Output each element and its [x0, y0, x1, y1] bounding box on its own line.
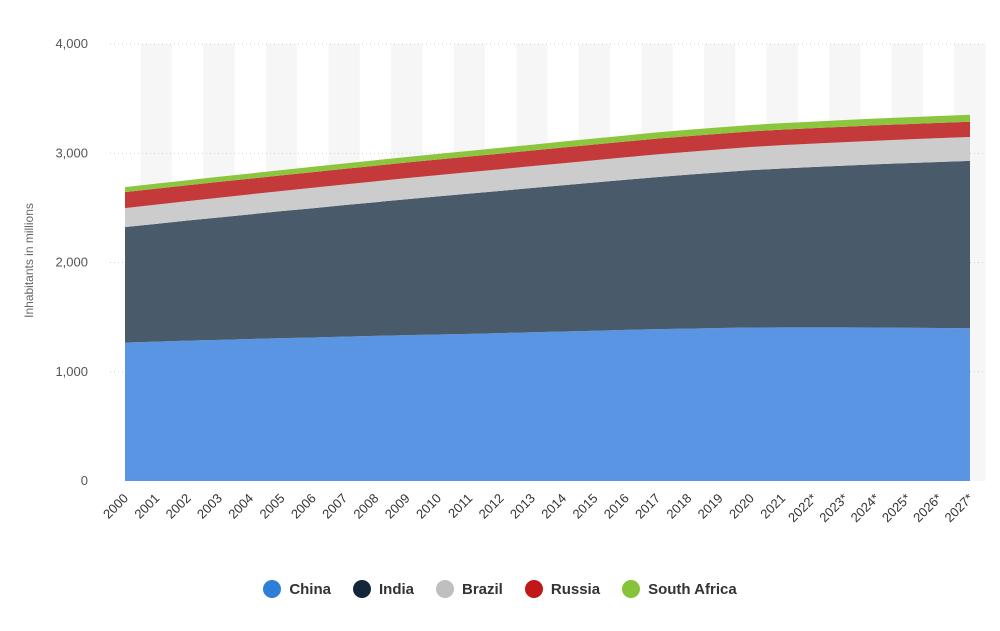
legend-label: Brazil: [462, 580, 503, 598]
area-india[interactable]: [125, 160, 970, 343]
legend-item-china[interactable]: China: [263, 580, 331, 598]
x-tick-label: 2012: [476, 491, 507, 522]
x-tick-label: 2008: [350, 491, 381, 522]
legend-swatch-china: [263, 580, 282, 598]
legend-swatch-brazil: [436, 580, 454, 598]
legend-swatch-south-africa: [622, 580, 641, 598]
x-tick-label: 2019: [695, 491, 726, 522]
legend-label: China: [289, 580, 331, 598]
x-tick-label: 2010: [413, 491, 444, 522]
legend-swatch-russia: [524, 580, 543, 598]
legend-label: India: [378, 580, 414, 598]
x-tick-label: 2015: [570, 491, 601, 522]
x-tick-label: 2016: [601, 491, 632, 522]
area-china[interactable]: [125, 327, 970, 481]
x-tick-label: 2023*: [816, 491, 851, 526]
series-areas: [125, 114, 970, 481]
x-tick-label: 2004: [225, 491, 256, 522]
y-tick-label: 3,000: [55, 145, 88, 160]
area-brazil[interactable]: [125, 136, 970, 228]
x-tick-label: 2017: [632, 491, 663, 522]
x-tick-label: 2021: [757, 491, 788, 522]
x-tick-label: 2027*: [941, 491, 976, 526]
x-tick-label: 2005: [257, 491, 288, 522]
legend-label: Russia: [550, 580, 601, 598]
x-tick-label: 2025*: [879, 491, 914, 526]
y-tick-label: 2,000: [55, 255, 88, 270]
x-tick-label: 2020: [726, 491, 757, 522]
x-tick-label: 2000: [100, 491, 131, 522]
x-tick-label: 2011: [445, 491, 475, 521]
x-tick-label: 2007: [319, 491, 350, 522]
x-tick-label: 2018: [663, 491, 694, 522]
y-tick-label: 0: [81, 473, 88, 488]
x-axis: 2000 2001 2002 2003 2004 2005 2006 2007 2008 2009…: [100, 491, 976, 526]
area-russia[interactable]: [125, 121, 970, 209]
legend-item-russia[interactable]: Russia: [524, 580, 601, 598]
x-tick-label: 2003: [194, 491, 225, 522]
x-tick-label: 2002: [163, 491, 194, 522]
legend-item-india[interactable]: India: [352, 580, 414, 598]
area-south-africa[interactable]: [125, 114, 970, 193]
y-tick-label: 4,000: [55, 36, 88, 51]
legend-swatch-india: [352, 580, 371, 598]
legend-item-brazil[interactable]: Brazil: [436, 580, 503, 598]
x-tick-label: 2014: [538, 491, 569, 522]
legend-item-south-africa[interactable]: South Africa: [622, 580, 737, 598]
x-tick-label: 2022*: [785, 491, 820, 526]
y-axis: 0 1,000 2,000 3,000 4,000: [55, 36, 88, 488]
y-axis-title: Inhabitants in millions: [22, 203, 36, 318]
x-tick-label: 2026*: [910, 491, 945, 526]
legend: China India Brazil Russia South Africa: [0, 580, 1000, 598]
legend-label: South Africa: [648, 580, 737, 598]
y-tick-label: 1,000: [55, 364, 88, 379]
x-tick-label: 2013: [507, 491, 538, 522]
x-tick-label: 2001: [131, 491, 162, 522]
x-tick-label: 2006: [288, 491, 319, 522]
x-tick-label: 2009: [382, 491, 413, 522]
x-tick-label: 2024*: [848, 491, 883, 526]
